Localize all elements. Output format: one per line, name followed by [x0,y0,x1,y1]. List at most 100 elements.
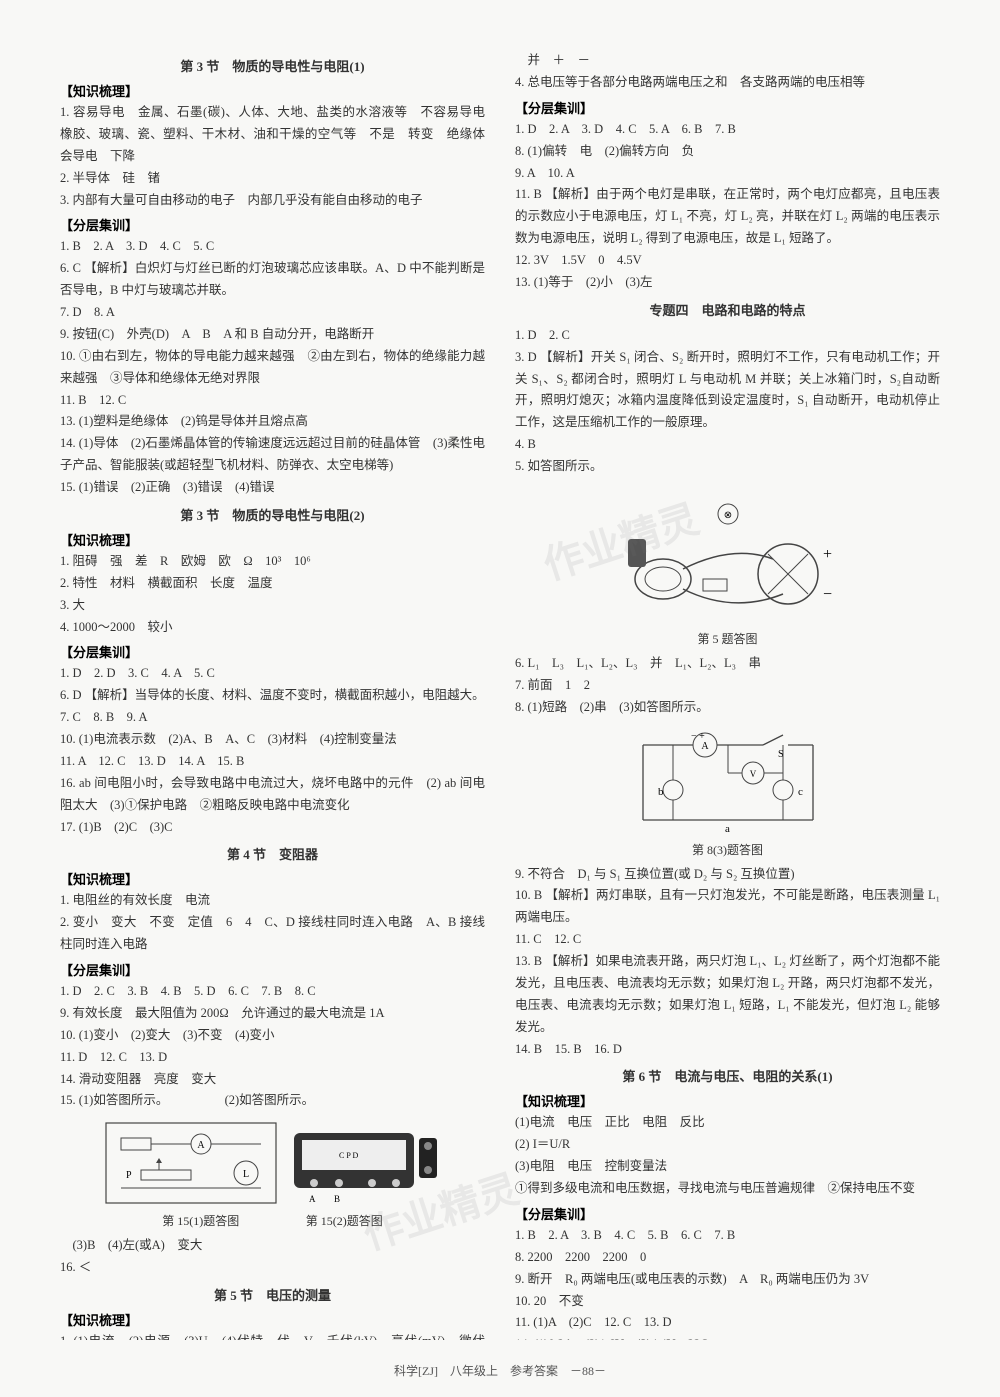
fc-heading-4: 【分层集训】 [515,98,940,117]
svg-text:C P D: C P D [339,1151,358,1160]
svg-text:A: A [197,1140,205,1151]
zs-heading-2: 【知识梳理】 [60,530,485,549]
svg-text:A: A [309,1194,316,1204]
item: (1)电流 电压 正比 电阻 反比 [515,1112,940,1134]
sec3b-title: 第 3 节 物质的导电性与电阻(2) [60,505,485,524]
item: 11. B 12. C [60,390,485,412]
item: 10. 20 不变 [515,1291,940,1313]
item: 9. A 10. A [515,163,940,185]
item: ①得到多级电流和电压数据，寻找电流与电压普遍规律 ②保持电压不变 [515,1178,940,1200]
item: 3. 大 [60,595,485,617]
item: 6. C 【解析】白炽灯与灯丝已断的灯泡玻璃芯应该串联。A、D 中不能判断是否导… [60,258,485,302]
item: 1. 容易导电 金属、石墨(碳)、人体、大地、盐类的水溶液等 不容易导电 橡胶、… [60,102,485,168]
item: 4. 1000～2000 较小 [60,617,485,639]
left-column: 第 3 节 物质的导电性与电阻(1) 【知识梳理】 1. 容易导电 金属、石墨(… [60,50,485,1340]
fc-heading-2: 【分层集训】 [60,642,485,661]
item: 7. 前面 1 2 [515,675,940,697]
item: 8. (1)偏转 电 (2)偏转方向 负 [515,141,940,163]
svg-text:A: A [701,741,709,752]
item: 11. D 12. C 13. D [60,1047,485,1069]
fig5-caption: 第 5 题答图 [515,630,940,647]
item: 14. (1)0.2A (2)1.6V (3)4.4V 22Ω [515,1334,940,1340]
item: 13. B 【解析】如果电流表开路，两只灯泡 L₁、L₂ 灯丝断了，两个灯泡都不… [515,951,940,1039]
item: 7. D 8. A [60,302,485,324]
item: 1. 阻碍 强 差 R 欧姆 欧 Ω 10³ 10⁶ [60,551,485,573]
svg-text:−: − [823,586,832,603]
item: 11. A 12. C 13. D 14. A 15. B [60,751,485,773]
item: 4. 总电压等于各部分电路两端电压之和 各支路两端的电压相等 [515,72,940,94]
item: 11. (1)A (2)C 12. C 13. D [515,1312,940,1334]
item: 1. D 2. D 3. C 4. A 5. C [60,663,485,685]
page-footer: 科学[ZJ] 八年级上 参考答案 －88－ [0,1362,1000,1379]
item: 并 ＋ － [515,50,940,72]
fig15b-caption: 第 15(2)题答图 [306,1214,383,1228]
item: 15. (1)如答图所示。 (2)如答图所示。 [60,1090,485,1112]
item: 1. B 2. A 3. D 4. C 5. C [60,236,485,258]
item: 9. 断开 R₀ 两端电压(或电压表的示数) A R₀ 两端电压仍为 3V [515,1269,940,1291]
item: 1. (1)电流 (2)电源 (3)U (4)伏特 伏 V 千伏(kV) 毫伏(… [60,1331,485,1340]
fc-heading-1: 【分层集训】 [60,215,485,234]
svg-text:B: B [334,1194,340,1204]
item: 8. 2200 2200 2200 0 [515,1247,940,1269]
item: 2. 半导体 硅 锗 [60,168,485,190]
svg-text:− +: − + [691,731,705,742]
item: 3. 内部有大量可自由移动的电子 内部几乎没有能自由移动的电子 [60,190,485,212]
svg-text:a: a [725,823,730,835]
figure-5: + − ⊗ 第 5 题答图 [515,484,940,647]
fig15a-caption: 第 15(1)题答图 [162,1214,239,1228]
item: 14. B 15. B 16. D [515,1039,940,1061]
item: 10. (1)电流表示数 (2)A、B A、C (3)材料 (4)控制变量法 [60,729,485,751]
item: 1. 电阻丝的有效长度 电流 [60,890,485,912]
item: (2) I＝U/R [515,1134,940,1156]
svg-text:c: c [798,786,803,798]
item: 4. B [515,434,940,456]
item: 3. D 【解析】开关 S₁ 闭合、S₂ 断开时，照明灯不工作，只有电动机工作；… [515,347,940,435]
fig8-caption: 第 8(3)题答图 [515,841,940,858]
item: 11. B 【解析】由于两个电灯是串联，在正常时，两个电灯应都亮，且电压表的示数… [515,184,940,250]
sec6-title: 第 6 节 电流与电压、电阻的关系(1) [515,1066,940,1085]
item: 8. (1)短路 (2)串 (3)如答图所示。 [515,697,940,719]
sec5-title: 第 5 节 电压的测量 [60,1285,485,1304]
item: 1. D 2. A 3. D 4. C 5. A 6. B 7. B [515,119,940,141]
item: 2. 变小 变大 不变 定值 6 4 C、D 接线柱同时连入电路 A、B 接线柱… [60,912,485,956]
svg-text:b: b [658,786,664,798]
topic4-title: 专题四 电路和电路的特点 [515,300,940,319]
item: 10. (1)变小 (2)变大 (3)不变 (4)变小 [60,1025,485,1047]
figure-8-3: A S b c a V − + 第 8(3) [515,725,940,858]
svg-text:⊗: ⊗ [723,510,731,521]
item: 9. 按钮(C) 外壳(D) A B A 和 B 自动分开，电路断开 [60,324,485,346]
item: 15. (1)错误 (2)正确 (3)错误 (4)错误 [60,477,485,499]
item: 9. 不符合 D₁ 与 S₁ 互换位置(或 D₂ 与 S₂ 互换位置) [515,864,940,886]
item: 11. C 12. C [515,929,940,951]
page-columns: 第 3 节 物质的导电性与电阻(1) 【知识梳理】 1. 容易导电 金属、石墨(… [60,50,940,1340]
zs-heading-1: 【知识梳理】 [60,81,485,100]
svg-text:L: L [243,1169,249,1180]
item: 13. (1)塑料是绝缘体 (2)钨是导体并且熔点高 [60,411,485,433]
zs-heading-3: 【知识梳理】 [60,869,485,888]
item: 2. 特性 材料 横截面积 长度 温度 [60,573,485,595]
item: 16. ＜ [60,1257,485,1279]
item: 6. D 【解析】当导体的长度、材料、温度不变时，横截面积越小，电阻越大。 [60,685,485,707]
figure-15: A L P A B C P D [60,1118,485,1229]
zs-heading-4: 【知识梳理】 [60,1310,485,1329]
item: 9. 有效长度 最大阻值为 200Ω 允许通过的最大电流是 1A [60,1003,485,1025]
item: (3)B (4)左(或A) 变大 [60,1235,485,1257]
item: 7. C 8. B 9. A [60,707,485,729]
item: 6. L₁ L₃ L₁、L₂、L₃ 并 L₁、L₂、L₃ 串 [515,653,940,675]
fc-heading-3: 【分层集训】 [60,960,485,979]
item: 13. (1)等于 (2)小 (3)左 [515,272,940,294]
item: 12. 3V 1.5V 0 4.5V [515,250,940,272]
item: 10. B 【解析】两灯串联，且有一只灯泡发光，不可能是断路，电压表测量 L₁ … [515,885,940,929]
item: 1. B 2. A 3. B 4. C 5. B 6. C 7. B [515,1225,940,1247]
item: 1. D 2. C 3. B 4. B 5. D 6. C 7. B 8. C [60,981,485,1003]
svg-text:V: V [749,769,756,779]
item: 17. (1)B (2)C (3)C [60,817,485,839]
item: 5. 如答图所示。 [515,456,940,478]
item: 14. (1)导体 (2)石墨烯晶体管的传输速度远远超过目前的硅晶体管 (3)柔… [60,433,485,477]
item: 10. ①由右到左，物体的导电能力越来越强 ②由左到右，物体的绝缘能力越来越强 … [60,346,485,390]
svg-text:+: + [823,546,832,563]
sec4-title: 第 4 节 变阻器 [60,844,485,863]
zs-heading-5: 【知识梳理】 [515,1091,940,1110]
svg-text:P: P [126,1170,132,1181]
item: 16. ab 间电阻小时，会导致电路中电流过大，烧坏电路中的元件 (2) ab … [60,773,485,817]
